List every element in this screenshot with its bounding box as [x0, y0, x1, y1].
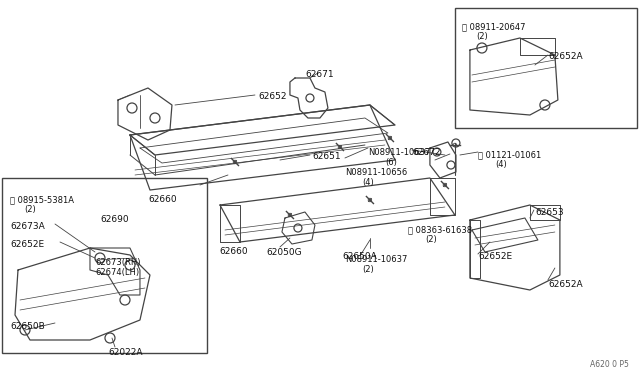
- Text: (2): (2): [24, 205, 36, 214]
- Circle shape: [127, 103, 137, 113]
- Circle shape: [294, 224, 302, 232]
- Bar: [455, 8, 637, 128]
- Text: N08911-10637: N08911-10637: [368, 148, 430, 157]
- Text: N08911-10656: N08911-10656: [345, 168, 407, 177]
- Circle shape: [368, 198, 372, 202]
- Text: A620 0 P5: A620 0 P5: [590, 360, 628, 369]
- Text: (6): (6): [385, 158, 397, 167]
- Bar: [2, 178, 207, 353]
- Text: 62050G: 62050G: [266, 248, 301, 257]
- Text: N08911-10637: N08911-10637: [345, 255, 407, 264]
- Text: (2): (2): [425, 235, 436, 244]
- Circle shape: [233, 160, 237, 164]
- Circle shape: [540, 100, 550, 110]
- Circle shape: [477, 43, 487, 53]
- Circle shape: [105, 333, 115, 343]
- Circle shape: [433, 148, 441, 156]
- Text: 62660: 62660: [220, 247, 248, 256]
- Text: 62650B: 62650B: [10, 322, 45, 331]
- Text: 62653: 62653: [535, 208, 564, 217]
- Circle shape: [20, 325, 30, 335]
- Circle shape: [125, 260, 135, 270]
- Circle shape: [338, 145, 342, 149]
- Text: 62690: 62690: [100, 215, 129, 224]
- Text: (2): (2): [362, 265, 374, 274]
- Text: 62022A: 62022A: [108, 348, 143, 357]
- Text: 62673A: 62673A: [10, 222, 45, 231]
- Text: 62651: 62651: [312, 152, 340, 161]
- Text: Ⓝ 08911-20647: Ⓝ 08911-20647: [462, 22, 525, 31]
- Text: 62650A: 62650A: [342, 252, 377, 261]
- Circle shape: [447, 161, 455, 169]
- Circle shape: [452, 139, 460, 147]
- Text: 62652E: 62652E: [10, 240, 44, 249]
- Text: Ⓢ 08363-61638: Ⓢ 08363-61638: [408, 225, 472, 234]
- Text: (4): (4): [495, 160, 507, 169]
- Text: 62652A: 62652A: [548, 280, 582, 289]
- Circle shape: [306, 94, 314, 102]
- Circle shape: [443, 183, 447, 187]
- Text: (2): (2): [476, 32, 488, 41]
- Text: 62652E: 62652E: [478, 252, 512, 261]
- Circle shape: [120, 295, 130, 305]
- Circle shape: [388, 136, 392, 140]
- Circle shape: [95, 253, 105, 263]
- Text: 62671: 62671: [306, 70, 334, 79]
- Text: 62652: 62652: [258, 92, 287, 101]
- Text: 62660: 62660: [148, 195, 177, 204]
- Text: 62673(RH): 62673(RH): [95, 258, 141, 267]
- Text: 62672: 62672: [412, 148, 440, 157]
- Circle shape: [150, 113, 160, 123]
- Circle shape: [288, 213, 292, 217]
- Text: ⓐ 08915-5381A: ⓐ 08915-5381A: [10, 195, 74, 204]
- Text: Ⓑ 01121-01061: Ⓑ 01121-01061: [478, 150, 541, 159]
- Text: 62652A: 62652A: [548, 52, 582, 61]
- Circle shape: [453, 143, 457, 147]
- Text: (4): (4): [362, 178, 374, 187]
- Text: 62674(LH): 62674(LH): [95, 268, 139, 277]
